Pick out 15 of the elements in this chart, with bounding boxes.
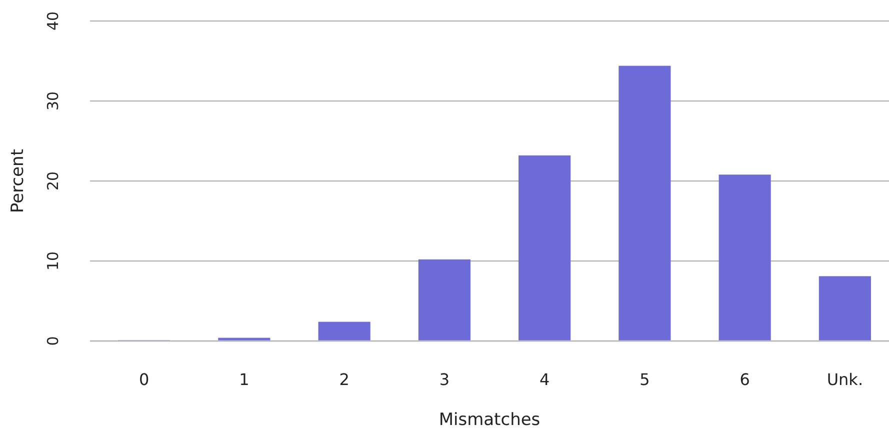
x-tick-label: 2: [339, 370, 350, 389]
x-tick-label: 4: [539, 370, 550, 389]
y-tick-label: 30: [44, 91, 62, 111]
x-tick-label: 6: [740, 370, 750, 389]
x-tick-label: 1: [239, 370, 250, 389]
y-tick-label: 10: [44, 251, 62, 271]
x-tick-label: Unk.: [826, 370, 864, 389]
y-tick-label: 20: [44, 171, 62, 191]
x-axis-title: Mismatches: [438, 410, 540, 429]
x-tick-label: 0: [138, 370, 150, 389]
x-tick-label: 5: [640, 370, 650, 389]
y-tick-label: 40: [44, 11, 62, 31]
y-axis-title: Percent: [8, 148, 28, 213]
y-tick-label: 0: [44, 336, 62, 346]
x-tick-label: 3: [439, 370, 450, 389]
